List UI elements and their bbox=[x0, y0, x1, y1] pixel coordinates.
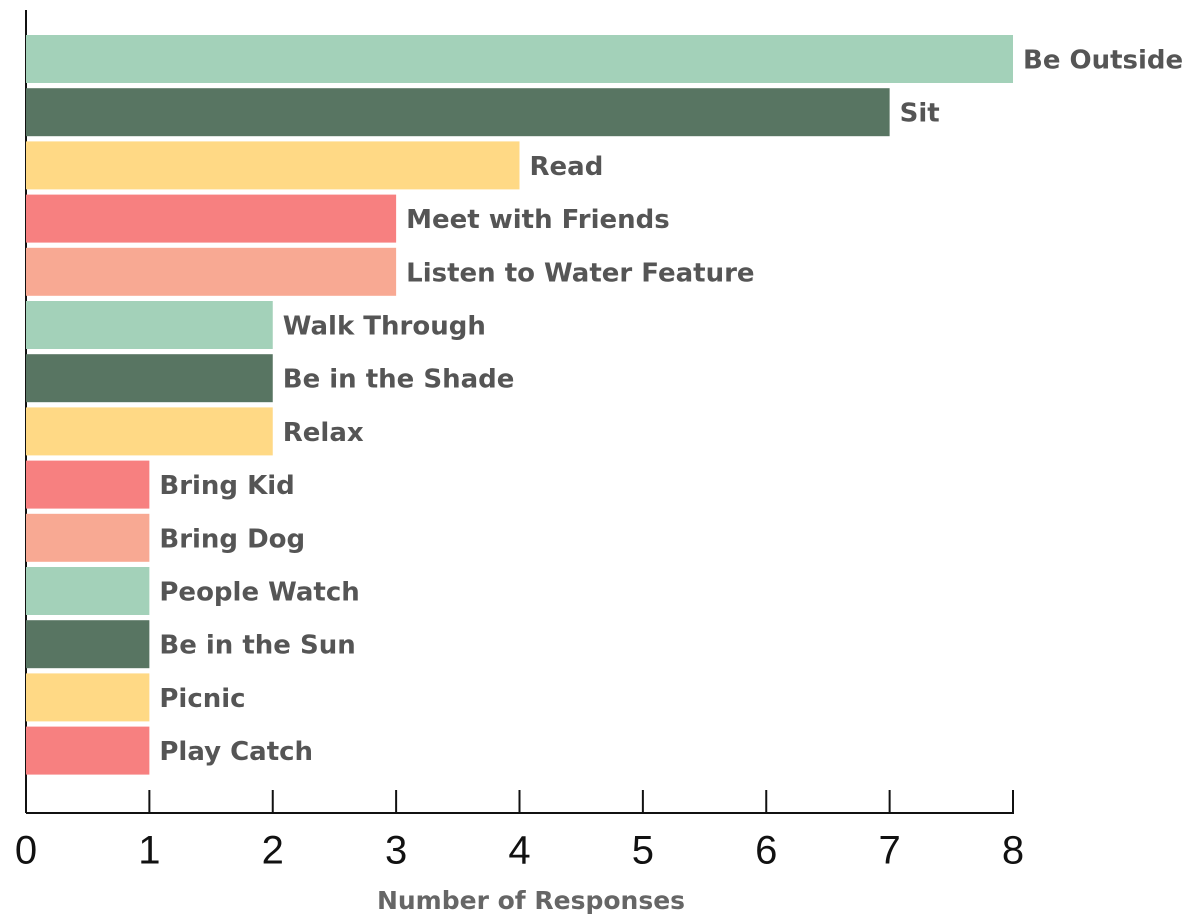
bar bbox=[26, 620, 150, 669]
bar bbox=[26, 247, 397, 296]
bar-label: Listen to Water Feature bbox=[406, 258, 754, 288]
x-tick-label: 5 bbox=[632, 829, 654, 873]
bar bbox=[26, 567, 150, 615]
bar bbox=[26, 194, 397, 243]
bar-label: Walk Through bbox=[283, 312, 486, 342]
x-tick-label: 4 bbox=[508, 829, 530, 873]
bar bbox=[26, 354, 273, 403]
bar bbox=[26, 301, 273, 349]
x-tick-label: 8 bbox=[1002, 829, 1024, 873]
x-axis-title: Number of Responses bbox=[377, 886, 685, 915]
bar bbox=[26, 141, 520, 190]
bar bbox=[26, 407, 273, 456]
bar-label: Bring Dog bbox=[159, 524, 305, 554]
x-tick-label: 1 bbox=[138, 829, 160, 873]
bar-label: Be Outside bbox=[1023, 46, 1183, 76]
bar bbox=[26, 726, 150, 775]
x-tick-label: 7 bbox=[879, 829, 901, 873]
bar bbox=[26, 513, 150, 562]
bar-label: Sit bbox=[900, 99, 940, 129]
bar-label: Read bbox=[530, 152, 604, 182]
bar bbox=[26, 460, 150, 509]
bar-label: Bring Kid bbox=[159, 471, 294, 501]
x-tick-label: 6 bbox=[755, 829, 777, 873]
bar-label: People Watch bbox=[159, 578, 359, 608]
bar bbox=[26, 35, 1013, 83]
bar-label: Be in the Shade bbox=[283, 365, 515, 395]
bar-label: Picnic bbox=[159, 684, 245, 714]
x-tick-label: 0 bbox=[15, 829, 37, 873]
bar bbox=[26, 88, 890, 137]
bar-label: Be in the Sun bbox=[159, 631, 355, 661]
bar-label: Relax bbox=[283, 418, 364, 448]
x-tick-label: 2 bbox=[262, 829, 284, 873]
bar-label: Play Catch bbox=[159, 737, 313, 767]
x-tick-label: 3 bbox=[385, 829, 407, 873]
bar bbox=[26, 673, 150, 722]
bar-label: Meet with Friends bbox=[406, 205, 670, 235]
